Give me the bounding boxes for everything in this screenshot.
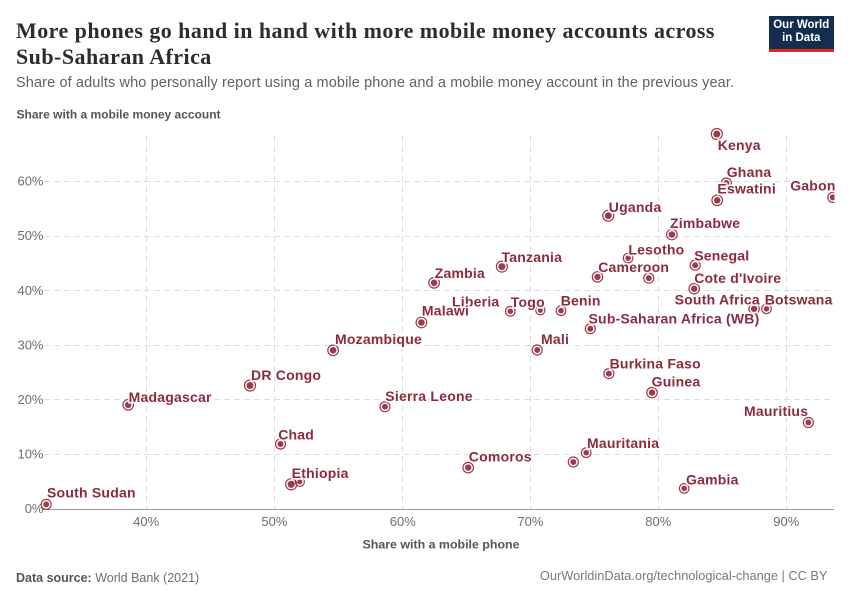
svg-text:Madagascar: Madagascar — [129, 389, 212, 405]
svg-text:40%: 40% — [133, 514, 159, 529]
svg-text:Benin: Benin — [561, 292, 601, 308]
svg-text:Share with a mobile money acco: Share with a mobile money account — [17, 108, 221, 122]
svg-text:0%: 0% — [25, 501, 44, 516]
svg-text:Ethiopia: Ethiopia — [292, 465, 349, 481]
svg-text:Guinea: Guinea — [652, 374, 701, 390]
svg-text:50%: 50% — [261, 514, 287, 529]
svg-text:South Africa: South Africa — [675, 291, 760, 307]
svg-text:10%: 10% — [17, 447, 43, 462]
svg-text:Gabon: Gabon — [790, 177, 835, 193]
svg-text:Cameroon: Cameroon — [598, 259, 669, 275]
svg-text:Sub-Saharan Africa (WB): Sub-Saharan Africa (WB) — [589, 310, 760, 326]
svg-text:Togo: Togo — [511, 294, 545, 310]
svg-text:Chad: Chad — [278, 426, 314, 442]
svg-text:Comoros: Comoros — [469, 448, 532, 464]
svg-text:Benin: Benin — [561, 292, 601, 308]
svg-text:Mali: Mali — [541, 331, 569, 347]
svg-text:Sub-Saharan Africa (WB): Sub-Saharan Africa (WB) — [589, 310, 760, 326]
svg-text:Senegal: Senegal — [694, 248, 749, 264]
svg-text:South Sudan: South Sudan — [47, 484, 136, 500]
svg-text:Zambia: Zambia — [435, 265, 485, 281]
svg-text:Gambia: Gambia — [686, 471, 739, 487]
svg-text:Sierra Leone: Sierra Leone — [385, 388, 472, 404]
svg-text:90%: 90% — [773, 514, 799, 529]
svg-text:Mozambique: Mozambique — [335, 331, 422, 347]
svg-text:Malawi: Malawi — [422, 303, 469, 319]
svg-text:Share with a mobile phone: Share with a mobile phone — [363, 538, 520, 552]
svg-text:Ghana: Ghana — [727, 164, 772, 180]
svg-text:Eswatini: Eswatini — [717, 181, 776, 197]
svg-text:Madagascar: Madagascar — [129, 389, 212, 405]
svg-text:Liberia: Liberia — [452, 294, 499, 310]
svg-text:Gabon: Gabon — [790, 177, 835, 193]
svg-text:30%: 30% — [17, 337, 43, 352]
svg-text:Tanzania: Tanzania — [502, 249, 563, 265]
svg-text:Zimbabwe: Zimbabwe — [670, 215, 740, 231]
svg-text:80%: 80% — [645, 514, 671, 529]
svg-text:Chad: Chad — [278, 426, 314, 442]
svg-text:50%: 50% — [17, 228, 43, 243]
svg-text:Cote d'Ivoire: Cote d'Ivoire — [694, 270, 781, 286]
svg-text:Mauritius: Mauritius — [744, 403, 808, 419]
svg-text:Mali: Mali — [541, 331, 569, 347]
svg-text:Mauritania: Mauritania — [587, 435, 659, 451]
svg-text:Burkina Faso: Burkina Faso — [610, 356, 701, 372]
svg-text:Gambia: Gambia — [686, 471, 739, 487]
svg-text:Liberia: Liberia — [452, 294, 499, 310]
svg-text:70%: 70% — [517, 514, 543, 529]
svg-text:Kenya: Kenya — [718, 137, 761, 153]
svg-text:Comoros: Comoros — [469, 448, 532, 464]
svg-text:40%: 40% — [17, 283, 43, 298]
svg-text:Burkina Faso: Burkina Faso — [610, 356, 701, 372]
svg-text:South Sudan: South Sudan — [47, 484, 136, 500]
svg-text:Senegal: Senegal — [694, 248, 749, 264]
svg-text:Uganda: Uganda — [609, 199, 662, 215]
svg-text:Cote d'Ivoire: Cote d'Ivoire — [694, 270, 781, 286]
svg-text:Tanzania: Tanzania — [502, 249, 563, 265]
svg-text:Mauritania: Mauritania — [587, 435, 659, 451]
svg-text:60%: 60% — [390, 514, 416, 529]
svg-text:DR Congo: DR Congo — [251, 367, 321, 383]
svg-text:Kenya: Kenya — [718, 137, 761, 153]
svg-text:Zambia: Zambia — [435, 265, 485, 281]
svg-text:Zimbabwe: Zimbabwe — [670, 215, 740, 231]
svg-text:20%: 20% — [17, 392, 43, 407]
svg-text:Ghana: Ghana — [727, 164, 772, 180]
svg-text:DR Congo: DR Congo — [251, 367, 321, 383]
svg-text:Ethiopia: Ethiopia — [292, 465, 349, 481]
svg-text:Lesotho: Lesotho — [628, 242, 684, 258]
svg-text:Botswana: Botswana — [765, 291, 833, 307]
svg-text:Mozambique: Mozambique — [335, 331, 422, 347]
svg-text:Mauritius: Mauritius — [744, 403, 808, 419]
svg-text:Botswana: Botswana — [765, 291, 833, 307]
svg-text:Lesotho: Lesotho — [628, 242, 684, 258]
svg-text:Togo: Togo — [511, 294, 545, 310]
svg-text:Sierra Leone: Sierra Leone — [385, 388, 472, 404]
svg-text:Cameroon: Cameroon — [598, 259, 669, 275]
svg-text:Guinea: Guinea — [652, 374, 701, 390]
svg-text:Eswatini: Eswatini — [717, 181, 776, 197]
svg-text:60%: 60% — [17, 174, 43, 189]
svg-text:South Africa: South Africa — [675, 291, 760, 307]
svg-text:Uganda: Uganda — [609, 199, 662, 215]
svg-text:Malawi: Malawi — [422, 303, 469, 319]
